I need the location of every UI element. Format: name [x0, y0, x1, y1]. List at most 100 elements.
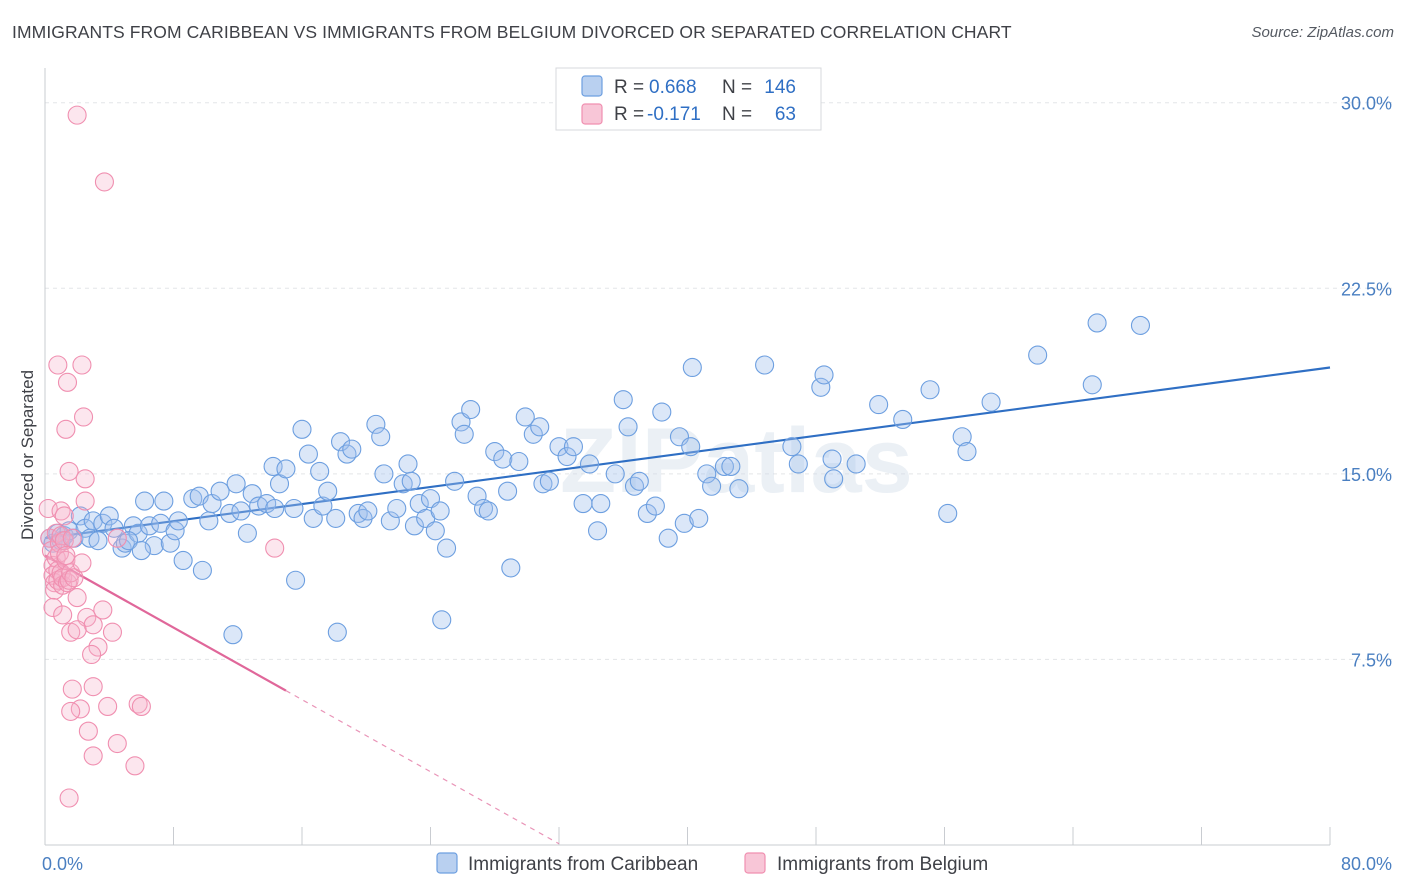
belgium-point-52: [128, 694, 148, 714]
caribbean-point-21: [144, 536, 164, 556]
caribbean-point-104: [637, 503, 657, 524]
caribbean-point-131: [957, 442, 977, 462]
legend-n-value-2: 63: [775, 104, 796, 125]
caribbean-point-121: [811, 377, 831, 397]
caribbean-point-84: [498, 481, 518, 501]
caribbean-point-106: [652, 402, 672, 422]
caribbean-point-125: [846, 454, 866, 474]
caribbean-point-83: [493, 449, 513, 469]
caribbean-point-137: [223, 625, 243, 645]
belgium-point-37: [72, 355, 92, 375]
caribbean-point-38: [242, 484, 262, 504]
caribbean-point-66: [398, 454, 418, 474]
belgium-point-56: [107, 734, 127, 754]
caribbean-point-101: [618, 417, 638, 437]
caribbean-point-123: [822, 449, 842, 469]
caribbean-point-7: [70, 506, 90, 526]
caribbean-point-63: [380, 511, 400, 531]
caribbean-point-8: [75, 518, 95, 538]
caribbean-point-118: [755, 355, 775, 375]
caribbean-point-89: [530, 417, 550, 437]
belgium-point-39: [74, 407, 94, 427]
caribbean-point-48: [298, 444, 318, 464]
belgium-point-46: [102, 622, 123, 642]
belgium-point-62: [265, 538, 285, 558]
caribbean-point-62: [374, 464, 394, 484]
caribbean-point-139: [432, 610, 452, 630]
caribbean-point-30: [192, 560, 212, 580]
belgium-point-47: [82, 644, 102, 665]
caribbean-point-100: [613, 390, 633, 410]
caribbean-point-36: [231, 501, 251, 521]
caribbean-point-129: [938, 503, 958, 524]
caribbean-point-74: [437, 538, 457, 558]
caribbean-point-78: [461, 399, 481, 420]
belgium-point-45: [67, 620, 87, 640]
trend-lines: [44, 366, 1331, 845]
belgium-point-30: [93, 600, 113, 620]
caribbean-point-42: [265, 498, 285, 519]
belgium-point-33: [75, 491, 95, 511]
caribbean-point-45: [284, 498, 304, 519]
caribbean-point-134: [1082, 375, 1102, 395]
caribbean-point-109: [674, 513, 694, 533]
legend-n-label-2: N =: [722, 104, 752, 125]
caribbean-point-77: [454, 424, 474, 444]
belgium-point-54: [61, 701, 81, 721]
belgium-point-43: [53, 605, 73, 625]
caribbean-point-86: [509, 451, 529, 472]
caribbean-point-122: [814, 365, 834, 385]
belgium-point-26: [72, 553, 92, 573]
belgium-point-18: [56, 550, 76, 571]
belgium-point-61: [67, 105, 87, 125]
caribbean-point-82: [485, 442, 505, 462]
caribbean-point-46: [286, 570, 306, 590]
legend-r-label-2: R =: [614, 104, 644, 125]
caribbean-point-12: [93, 513, 113, 533]
caribbean-point-136: [1130, 315, 1151, 335]
source-credit: Source: ZipAtlas.com: [1251, 24, 1394, 41]
caribbean-point-33: [210, 481, 230, 501]
caribbean-point-98: [591, 494, 611, 514]
belgium-point-58: [125, 756, 145, 776]
caribbean-point-95: [573, 494, 593, 514]
legend-n-label-1: N =: [722, 77, 752, 98]
caribbean-point-44: [276, 459, 296, 479]
caribbean-point-112: [682, 357, 702, 378]
belgium-point-1: [40, 528, 60, 548]
caribbean-point-88: [523, 424, 543, 444]
caribbean-point-52: [318, 481, 338, 501]
caribbean-point-51: [313, 496, 333, 516]
caribbean-point-53: [326, 508, 346, 528]
legend-n-value-1: 146: [764, 77, 796, 98]
y-tick-labels: 7.5% 15.0% 22.5% 30.0%: [1341, 94, 1392, 671]
caribbean-point-64: [387, 498, 407, 519]
caribbean-point-93: [557, 447, 577, 467]
caribbean-point-94: [563, 437, 584, 457]
caribbean-point-140: [118, 531, 139, 551]
caribbean-point-97: [587, 521, 608, 541]
belgium-point-59: [59, 788, 79, 808]
belgium-point-38: [56, 419, 76, 439]
belgium-point-19: [56, 545, 76, 566]
caribbean-point-59: [358, 501, 378, 521]
bottom-legend-swatch-caribbean: [436, 852, 458, 874]
caribbean-point-92: [549, 437, 569, 457]
caribbean-point-110: [681, 437, 701, 457]
belgium-point-25: [67, 588, 87, 608]
caribbean-point-20: [139, 516, 159, 536]
belgium-point-35: [48, 355, 68, 375]
caribbean-point-26: [168, 511, 188, 531]
y-tick-label-1: 15.0%: [1341, 465, 1392, 485]
caribbean-point-111: [689, 508, 709, 528]
caribbean-point-24: [160, 533, 180, 553]
bottom-legend-swatch-belgium: [744, 852, 766, 874]
chart-title: IMMIGRANTS FROM CARIBBEAN VS IMMIGRANTS …: [12, 22, 1012, 42]
caribbean-point-60: [366, 414, 386, 434]
belgium-point-36: [57, 372, 78, 392]
caribbean-point-67: [401, 471, 421, 491]
belgium-point-24: [64, 568, 84, 588]
caribbean-point-103: [629, 471, 649, 491]
caribbean-point-81: [478, 501, 498, 521]
